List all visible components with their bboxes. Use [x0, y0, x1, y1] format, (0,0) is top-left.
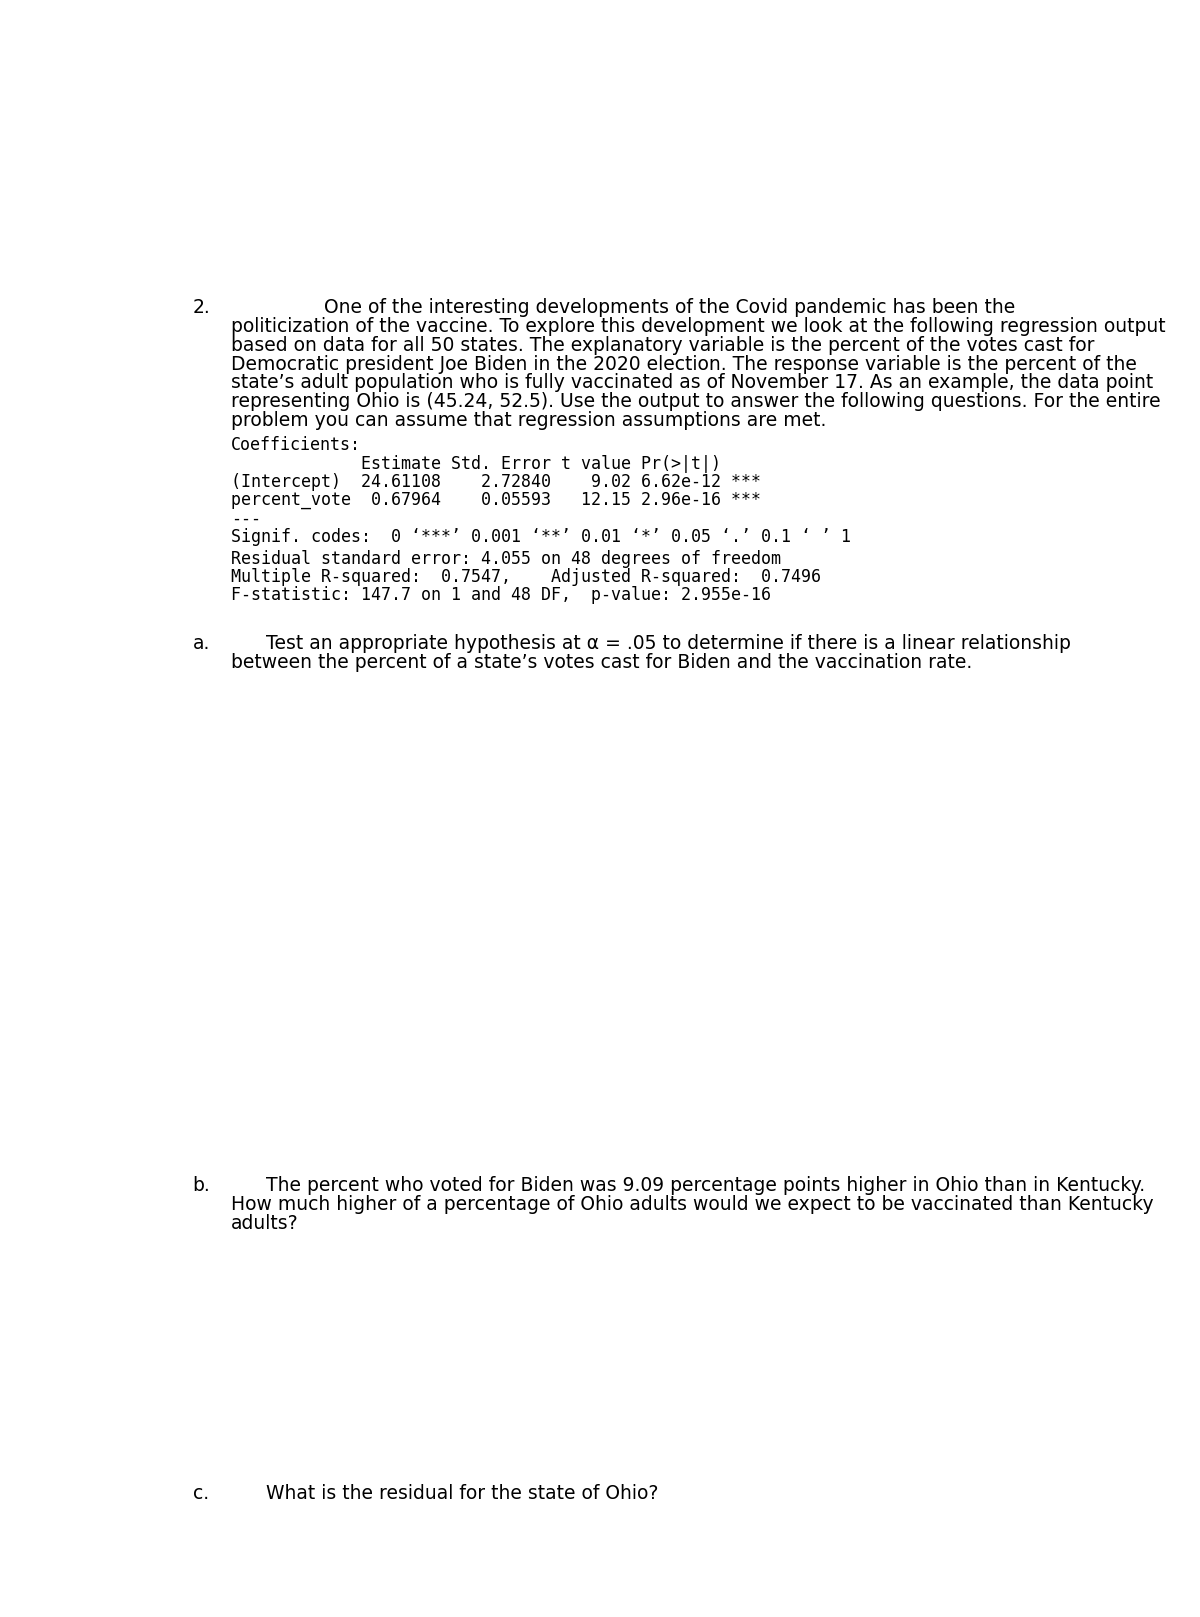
- Text: representing Ohio is (45.24, 52.5). Use the output to answer the following quest: representing Ohio is (45.24, 52.5). Use …: [232, 393, 1162, 411]
- Text: One of the interesting developments of the Covid pandemic has been the: One of the interesting developments of t…: [324, 298, 1015, 317]
- Text: 2.: 2.: [193, 298, 210, 317]
- Text: adults?: adults?: [232, 1214, 299, 1234]
- Text: between the percent of a state’s votes cast for Biden and the vaccination rate.: between the percent of a state’s votes c…: [232, 653, 973, 671]
- Text: b.: b.: [193, 1176, 210, 1195]
- Text: Test an appropriate hypothesis at α = .05 to determine if there is a linear rela: Test an appropriate hypothesis at α = .0…: [266, 634, 1072, 653]
- Text: Multiple R-squared:  0.7547,    Adjusted R-squared:  0.7496: Multiple R-squared: 0.7547, Adjusted R-s…: [232, 568, 821, 585]
- Text: What is the residual for the state of Ohio?: What is the residual for the state of Oh…: [266, 1483, 659, 1502]
- Text: How much higher of a percentage of Ohio adults would we expect to be vaccinated : How much higher of a percentage of Ohio …: [232, 1195, 1154, 1214]
- Text: a.: a.: [193, 634, 210, 653]
- Text: The percent who voted for Biden was 9.09 percentage points higher in Ohio than i: The percent who voted for Biden was 9.09…: [266, 1176, 1145, 1195]
- Text: Estimate Std. Error t value Pr(>|t|): Estimate Std. Error t value Pr(>|t|): [232, 454, 721, 472]
- Text: Residual standard error: 4.055 on 48 degrees of freedom: Residual standard error: 4.055 on 48 deg…: [232, 550, 781, 568]
- Text: Democratic president Joe Biden in the 2020 election. The response variable is th: Democratic president Joe Biden in the 20…: [232, 354, 1138, 374]
- Text: c.: c.: [193, 1483, 209, 1502]
- Text: problem you can assume that regression assumptions are met.: problem you can assume that regression a…: [232, 411, 827, 430]
- Text: percent_vote  0.67964    0.05593   12.15 2.96e-16 ***: percent_vote 0.67964 0.05593 12.15 2.96e…: [232, 492, 761, 509]
- Text: Signif. codes:  0 ‘***’ 0.001 ‘**’ 0.01 ‘*’ 0.05 ‘.’ 0.1 ‘ ’ 1: Signif. codes: 0 ‘***’ 0.001 ‘**’ 0.01 ‘…: [232, 527, 851, 545]
- Text: Coefficients:: Coefficients:: [232, 437, 361, 454]
- Text: F-statistic: 147.7 on 1 and 48 DF,  p-value: 2.955e-16: F-statistic: 147.7 on 1 and 48 DF, p-val…: [232, 587, 772, 605]
- Text: politicization of the vaccine. To explore this development we look at the follow: politicization of the vaccine. To explor…: [232, 317, 1166, 336]
- Text: based on data for all 50 states. The explanatory variable is the percent of the : based on data for all 50 states. The exp…: [232, 336, 1094, 354]
- Text: state’s adult population who is fully vaccinated as of November 17. As an exampl: state’s adult population who is fully va…: [232, 374, 1153, 393]
- Text: ---: ---: [232, 509, 262, 527]
- Text: (Intercept)  24.61108    2.72840    9.02 6.62e-12 ***: (Intercept) 24.61108 2.72840 9.02 6.62e-…: [232, 474, 761, 492]
